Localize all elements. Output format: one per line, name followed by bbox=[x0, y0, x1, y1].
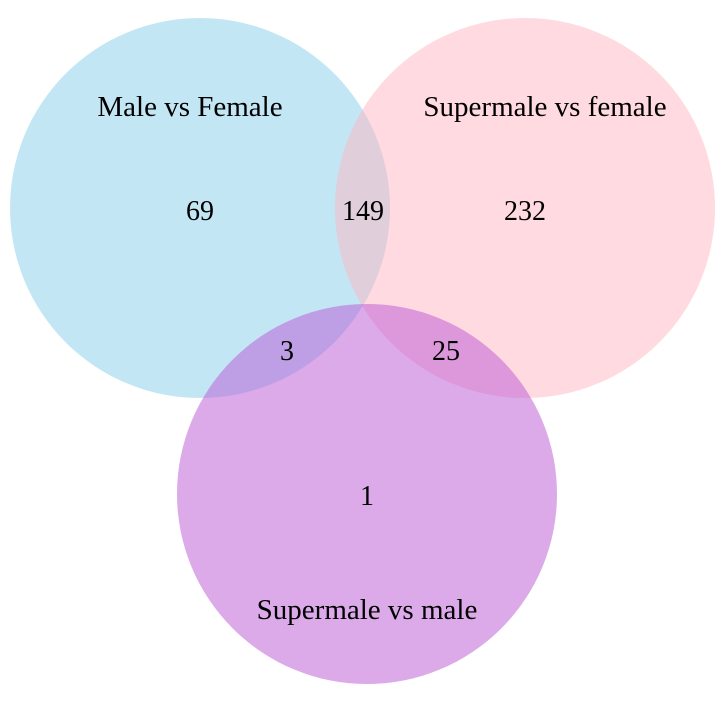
count-only-supermale-vs-male: 1 bbox=[360, 481, 374, 512]
count-only-supermale-vs-female: 232 bbox=[504, 196, 546, 227]
set-label-supermale-vs-male: Supermale vs male bbox=[257, 594, 478, 626]
count-male-female-and-supermale-female: 149 bbox=[342, 196, 384, 227]
count-supermale-female-and-supermale-male: 25 bbox=[432, 336, 460, 367]
count-male-female-and-supermale-male: 3 bbox=[280, 336, 294, 367]
circle-supermale-vs-female bbox=[335, 18, 715, 398]
circle-male-vs-female bbox=[10, 18, 390, 398]
set-label-supermale-vs-female: Supermale vs female bbox=[423, 91, 666, 123]
count-only-male-vs-female: 69 bbox=[186, 196, 214, 227]
circle-supermale-vs-male bbox=[177, 304, 557, 684]
set-label-male-vs-female: Male vs Female bbox=[97, 91, 282, 123]
